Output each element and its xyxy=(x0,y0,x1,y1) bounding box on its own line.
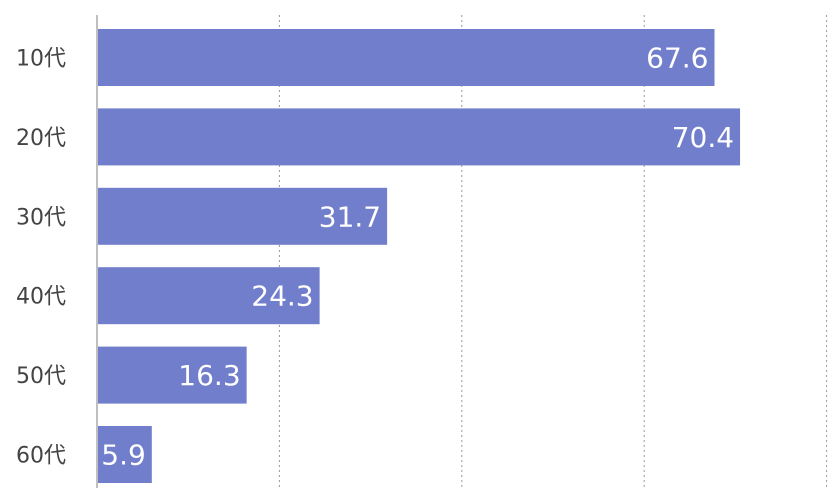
value-label: 31.7 xyxy=(319,200,381,233)
category-label: 40代 xyxy=(16,285,66,310)
bar xyxy=(98,426,152,483)
value-labels: 67.6 70.4 31.7 24.3 16.3 5.9 xyxy=(101,42,734,472)
value-label: 16.3 xyxy=(178,359,240,392)
category-label: 10代 xyxy=(16,47,66,72)
bar xyxy=(98,187,388,245)
bar xyxy=(98,29,715,86)
value-label: 5.9 xyxy=(101,439,146,472)
value-label: 67.6 xyxy=(646,42,708,75)
category-label: 30代 xyxy=(16,205,66,230)
gridlines xyxy=(278,15,828,488)
category-label: 50代 xyxy=(16,364,66,389)
bars xyxy=(98,29,741,483)
category-label: 60代 xyxy=(16,444,66,469)
bar xyxy=(98,108,741,166)
bar xyxy=(98,346,247,404)
category-label: 20代 xyxy=(16,126,66,151)
category-labels: 10代 20代 30代 40代 50代 60代 xyxy=(16,47,66,469)
value-label: 70.4 xyxy=(672,121,734,154)
value-label: 24.3 xyxy=(251,280,313,313)
bar xyxy=(98,267,320,325)
